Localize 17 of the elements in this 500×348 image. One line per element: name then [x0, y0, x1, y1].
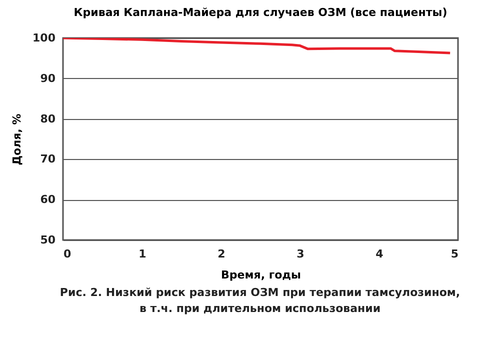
- y-tick-label: 90: [40, 72, 56, 85]
- x-tick-label: 4: [376, 248, 384, 260]
- y-tick-label: 50: [40, 234, 56, 246]
- x-tick-label: 0: [64, 248, 72, 260]
- y-tick-label: 70: [40, 152, 56, 166]
- text: Рис. 2. Низкий риск развития ОЗМ при терапии тамсулозином, в т.ч. при длительном использовании: [60, 286, 460, 315]
- x-tick-label: 1: [138, 248, 146, 260]
- x-tick-label: 5: [450, 248, 458, 260]
- x-tick-label: 3: [296, 248, 304, 260]
- line-series: [63, 38, 452, 54]
- y-tick-label: 100: [32, 32, 56, 44]
- y-axis-title: Доля, %: [10, 114, 24, 166]
- y-tick-label: 80: [40, 112, 56, 126]
- y-tick-label: 60: [40, 193, 56, 206]
- chart-title: Кривая Каплана-Майера для случаев ОЗМ (все пациенты): [74, 6, 448, 19]
- x-tick-label: 2: [218, 248, 226, 260]
- x-axis-title: Время, годы: [221, 268, 302, 282]
